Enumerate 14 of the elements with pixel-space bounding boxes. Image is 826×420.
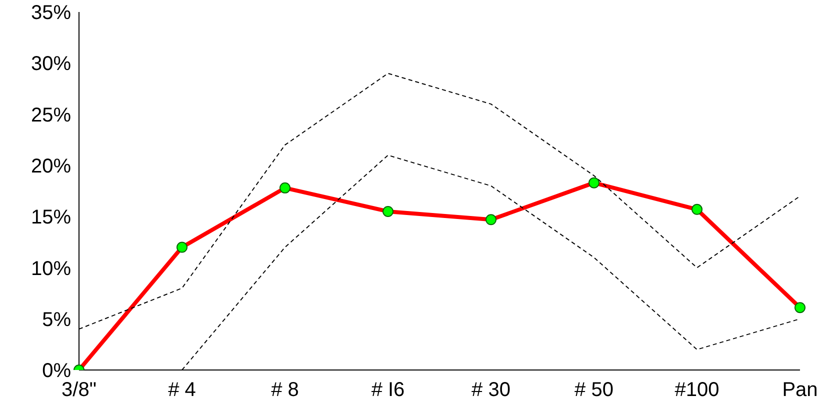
y-tick-label: 30% xyxy=(30,53,72,76)
y-tick-label: 15% xyxy=(30,206,72,229)
x-tick-label: # 30 xyxy=(472,379,510,402)
y-tick-label: 35% xyxy=(30,2,72,24)
y-tick-label: 5% xyxy=(42,308,72,331)
x-tick-label: # 50 xyxy=(574,379,614,402)
y-tick-label: 20% xyxy=(30,156,72,178)
x-tick-label: #100 xyxy=(674,379,720,402)
y-tick-label: 25% xyxy=(30,104,72,126)
x-tick-label: # I6 xyxy=(371,379,405,402)
x-tick-label: # 8 xyxy=(271,379,299,402)
x-tick-label: # 4 xyxy=(168,379,196,402)
x-tick-label: Pan xyxy=(782,379,818,402)
y-tick-label: 10% xyxy=(30,258,72,280)
